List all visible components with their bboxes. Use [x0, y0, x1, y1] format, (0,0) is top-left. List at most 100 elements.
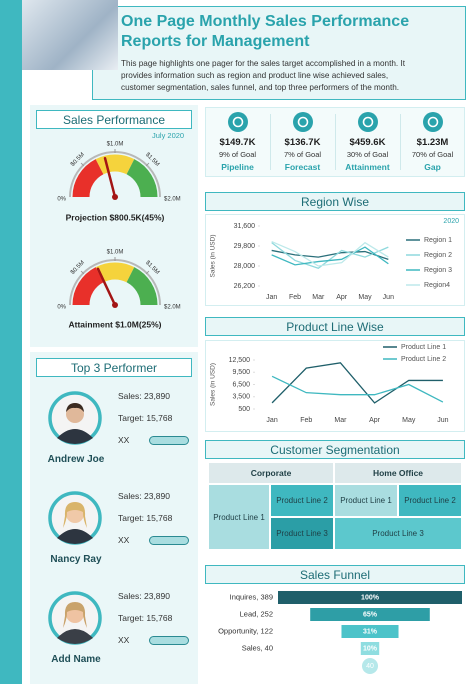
funnel-end-label: 40 — [366, 663, 374, 670]
kpi-label: Attainment — [345, 162, 390, 172]
gauge-scale-label: 0% — [57, 197, 66, 203]
kpi-goal: 7% of Goal — [283, 150, 322, 159]
gauge-tick — [80, 162, 85, 167]
series-line — [271, 249, 389, 260]
kpi-value: $459.6K — [349, 137, 386, 148]
gauge-scale-label: $1.0M — [107, 142, 124, 148]
gauge-hub — [112, 302, 118, 308]
performer-note: XX — [118, 635, 130, 645]
legend-label: Product Line 2 — [401, 356, 446, 363]
funnel-bar — [278, 591, 462, 604]
table-cell: Product Line 1 — [208, 484, 270, 550]
y-axis-label: Sales (in USD) — [210, 363, 217, 406]
x-tick-label: Mar — [312, 294, 325, 301]
x-tick-label: Jan — [266, 417, 277, 424]
gauge-hub — [112, 194, 118, 200]
gauge-needle — [96, 267, 117, 307]
chart-background — [205, 340, 465, 432]
gauge-segment — [72, 267, 104, 306]
gauge-scale-label: $2.0M — [164, 305, 181, 311]
gauge-segment — [126, 267, 158, 306]
y-tick-label: 500 — [238, 406, 250, 413]
kpi-value: $1.23M — [416, 137, 449, 148]
funnel-bar — [310, 608, 430, 621]
kpi-separator — [270, 114, 271, 170]
table-header: Corporate — [208, 462, 334, 484]
kpi-separator — [335, 114, 336, 170]
section-header: Top 3 Performer — [36, 358, 192, 377]
x-tick-label: May — [402, 417, 416, 424]
description-line: customer segmentation, sales funnel, and… — [121, 83, 400, 92]
gauge-segment — [126, 159, 158, 198]
y-tick-label: 28,000 — [234, 263, 256, 270]
performer-target: Target: 15,768 — [118, 513, 173, 523]
kpi-icon-circle — [292, 112, 313, 132]
table-cell: Product Line 3 — [270, 517, 334, 550]
series-line — [271, 242, 389, 269]
funnel-value-label: 10% — [363, 645, 378, 652]
x-tick-label: Apr — [369, 417, 381, 424]
section-header: Sales Performance — [36, 110, 192, 129]
gauge-caption: Attainment $1.0M(25%) — [68, 319, 161, 329]
y-tick-label: 31,600 — [234, 223, 256, 230]
description-line: This page highlights one pager for the s… — [121, 59, 405, 68]
legend-label: Region 3 — [424, 267, 452, 274]
kpi-label: Forecast — [284, 162, 321, 172]
performer-note: XX — [118, 535, 130, 545]
gauge-caption: Projection $800.5K(45%) — [66, 212, 165, 222]
kpi-icon-glyph — [232, 116, 243, 128]
y-tick-label: 6,500 — [232, 381, 250, 388]
x-tick-label: Feb — [300, 417, 312, 424]
kpi-icon — [422, 112, 443, 132]
series-line — [271, 375, 444, 403]
left-strip — [0, 0, 22, 684]
title-line: Reports for Management — [121, 33, 310, 50]
x-tick-label: Jun — [437, 417, 448, 424]
funnel-bar — [360, 642, 380, 655]
legend-label: Product Line 1 — [401, 344, 446, 351]
performer-name: Andrew Joe — [47, 454, 105, 465]
avatar-body — [57, 629, 93, 644]
y-tick-label: 12,500 — [229, 357, 251, 364]
performer-name: Nancy Ray — [50, 554, 102, 565]
table-cell: Product Line 3 — [334, 517, 462, 550]
y-tick-label: 29,800 — [234, 243, 256, 250]
gauge-segment — [95, 154, 135, 175]
kpi-goal: 30% of Goal — [346, 150, 389, 159]
gauge-scale-label: 0% — [57, 305, 66, 311]
funnel-value-label: 31% — [363, 628, 378, 635]
avatar-hair — [63, 502, 87, 528]
avatar — [48, 391, 102, 445]
kpi-icon-circle — [357, 112, 378, 132]
kpi-icon-glyph — [297, 116, 308, 128]
section-header: Region Wise — [205, 192, 465, 211]
kpi-value: $136.7K — [284, 137, 321, 148]
avatar — [48, 591, 102, 645]
avatar-hair — [66, 403, 84, 412]
y-tick-label: 26,200 — [234, 283, 256, 290]
x-tick-label: Apr — [336, 294, 348, 301]
kpi-icon — [357, 112, 378, 132]
performer-note: XX — [118, 435, 130, 445]
gauge-tick — [145, 270, 150, 275]
kpi-icon-glyph — [362, 116, 373, 128]
x-tick-label: Jan — [266, 294, 277, 301]
table-cell: Product Line 1 — [334, 484, 398, 517]
kpi-icon-circle — [227, 112, 248, 132]
chart-subtitle: 2020 — [443, 218, 459, 225]
kpi-value: $149.7K — [219, 137, 256, 148]
performer-target: Target: 15,768 — [118, 413, 173, 423]
kpi-label: Gap — [424, 162, 441, 172]
performer-bar — [149, 536, 189, 545]
header-box — [92, 6, 466, 100]
gauge-tick — [80, 270, 85, 275]
series-line — [271, 362, 443, 404]
performer-bar — [149, 636, 189, 645]
section-header: Sales Funnel — [205, 565, 465, 584]
kpi-icon-circle — [422, 112, 443, 132]
gauge-segment — [95, 262, 135, 283]
kpi-separator — [400, 114, 401, 170]
x-tick-label: Jun — [383, 294, 394, 301]
